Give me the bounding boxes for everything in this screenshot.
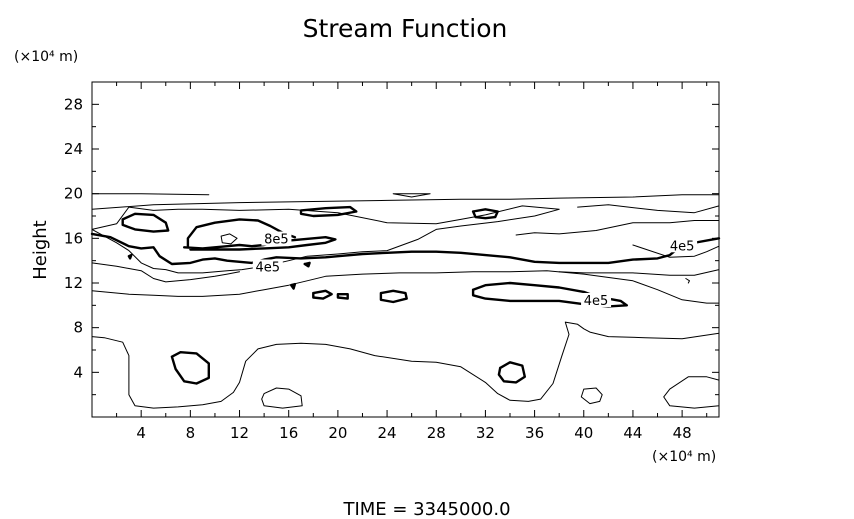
y-tick-label: 4 (73, 363, 83, 381)
chart-title: Stream Function (303, 14, 508, 43)
y-tick-label: 24 (64, 140, 83, 158)
x-tick-label: 24 (378, 424, 397, 442)
x-tick-label: 32 (476, 424, 495, 442)
y-axis-label: Height (30, 220, 51, 280)
contour-label: 4e5 (584, 294, 609, 309)
y-tick-label: 12 (64, 274, 83, 292)
contour-label-bg (667, 238, 698, 253)
contour-line-9 (91, 270, 720, 304)
x-tick-label: 16 (279, 424, 298, 442)
contour-line-6 (632, 244, 720, 258)
contour-line-7 (91, 262, 240, 283)
x-tick-label: 20 (328, 424, 347, 442)
y-tick-label: 20 (64, 185, 83, 203)
contour-line-26 (312, 289, 333, 300)
contour-line-19 (121, 212, 170, 233)
contour-label: 4e5 (256, 260, 281, 275)
contour-line-4 (577, 204, 720, 214)
x-tick-label: 4 (136, 424, 146, 442)
contour-line-15 (685, 278, 690, 284)
time-footer: TIME = 3345000.0 (342, 499, 510, 519)
contour-line-13 (663, 376, 720, 409)
contour-line-28 (303, 261, 311, 268)
x-tick-label: 48 (673, 424, 692, 442)
contour-labels: 8e5 4e5 4e5 4e5 (252, 231, 698, 309)
contour-line-0 (91, 193, 210, 196)
contour-line-21 (471, 208, 499, 220)
contour-line-17 (182, 235, 337, 251)
x-tick-label: 40 (574, 424, 593, 442)
contour-line-3 (91, 205, 560, 274)
contour-line-12 (580, 387, 603, 405)
y-tick-label: 16 (64, 229, 83, 247)
contour-label-bg (252, 259, 283, 274)
x-tick-label: 36 (525, 424, 544, 442)
contour-line-11 (261, 387, 303, 409)
x-tick-label: 8 (186, 424, 196, 442)
contour-line-10 (91, 321, 720, 409)
contour-line-1 (392, 193, 431, 198)
x-tick-label: 28 (427, 424, 446, 442)
contour-line-5 (515, 220, 720, 236)
x-tick-label: 12 (230, 424, 249, 442)
contour-line-20 (299, 205, 358, 218)
x-tick-label: 44 (623, 424, 642, 442)
contour-line-27 (336, 293, 349, 300)
contour-label: 4e5 (670, 239, 695, 254)
contour-line-29 (290, 282, 297, 290)
contour-line-23 (170, 351, 211, 385)
contour-lines (90, 193, 721, 409)
contour-line-25 (379, 289, 408, 304)
contour-line-30 (127, 253, 133, 260)
contour-line-8 (558, 269, 720, 276)
contour-line-18 (186, 218, 297, 249)
y-tick-label: 28 (64, 95, 83, 113)
contour-label-bg (581, 292, 612, 307)
contour-line-2 (91, 194, 720, 210)
contour-line-14 (220, 233, 238, 245)
plot-frame (91, 81, 720, 418)
contour-label-bg (261, 231, 292, 246)
contour-line-24 (497, 361, 526, 384)
contour-line-22 (471, 281, 628, 308)
y-tick-label: 8 (73, 319, 83, 337)
contour-label: 8e5 (264, 233, 289, 248)
y-axis-unit-label: (×10⁴ m) (14, 49, 78, 65)
x-axis-unit-label: (×10⁴ m) (652, 449, 716, 465)
contour-line-16 (90, 232, 721, 266)
